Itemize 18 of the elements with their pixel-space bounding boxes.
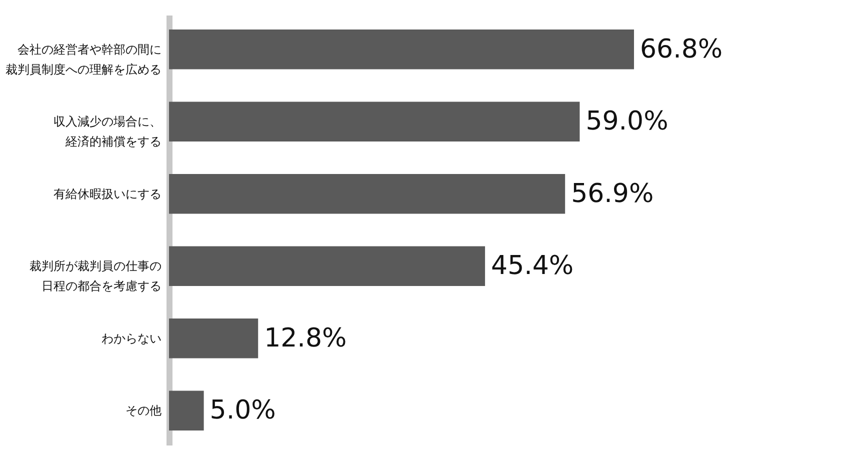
y-tick-label: 裁判所が裁判員の仕事の日程の都合を考慮する [30,259,162,294]
bar [169,102,580,142]
data-label: 56.9% [571,178,654,209]
bar [169,174,566,214]
y-tick-label: その他 [126,404,162,418]
y-tick-label: 有給休暇扱いにする [54,186,162,201]
data-label: 5.0% [210,396,276,426]
data-label: 12.8% [264,323,347,354]
bar [169,318,258,358]
y-tick-label: わからない [102,331,162,346]
data-label: 59.0% [586,106,668,137]
data-label: 66.8% [640,34,723,64]
bar [169,390,204,431]
bar [169,246,486,286]
data-label: 45.4% [491,251,574,282]
bar [169,29,634,70]
y-tick-label: 収入減少の場合に、経済的補償をする [54,114,162,149]
y-tick-label: 会社の経営者や幹部の間に裁判員制度への理解を広める [6,42,162,76]
